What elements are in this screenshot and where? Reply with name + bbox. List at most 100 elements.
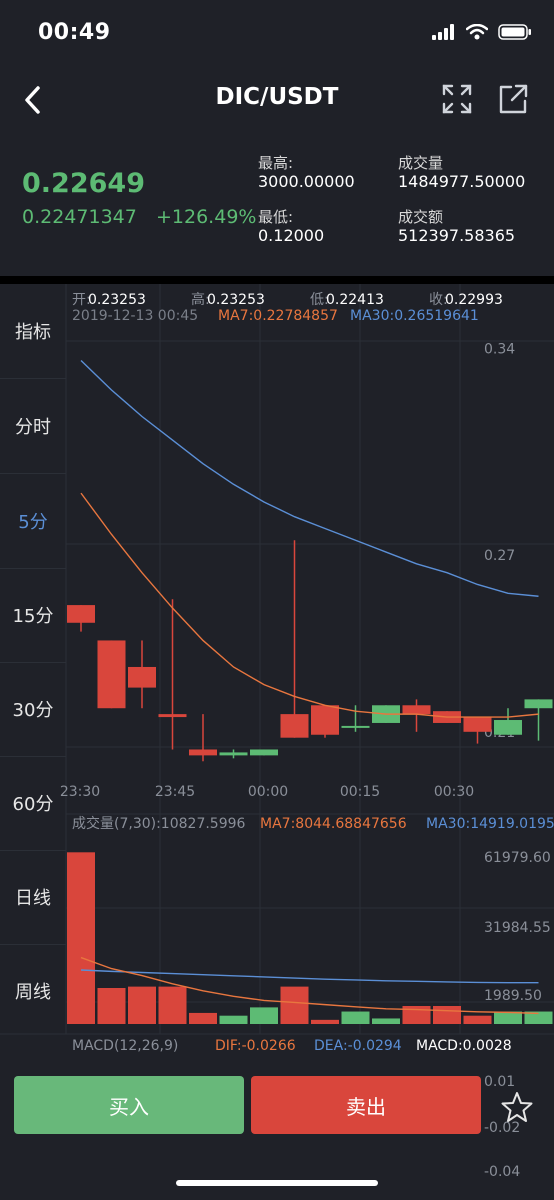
sidebar-item-15min[interactable]: 15分 — [0, 568, 66, 663]
vol-tick-1: 31984.55 — [484, 920, 551, 936]
sell-button[interactable]: 卖出 — [251, 1076, 481, 1134]
kline-chart[interactable]: 开:0.23253 高:0.23253 低:0.22413 收:0.229932019… — [0, 284, 554, 1060]
sidebar-item-30min[interactable]: 30分 — [0, 662, 66, 757]
time-tick-4: 00:30 — [434, 784, 474, 800]
time-tick-0: 23:30 — [60, 784, 100, 800]
candle-body-14 — [494, 720, 522, 735]
vol-ma30-label: MA30:14919.0195 — [426, 816, 554, 832]
action-bar: 0.01 -0.02 -0.04 买入 卖出 — [0, 1060, 554, 1200]
time-tick-2: 00:00 — [248, 784, 288, 800]
candle-body-3 — [158, 714, 187, 718]
vol-bar-1 — [97, 988, 126, 1024]
turnover-label: 成交额 — [398, 208, 444, 226]
buy-button[interactable]: 买入 — [14, 1076, 244, 1134]
volume-label: 成交量 — [398, 154, 444, 172]
expand-icon[interactable] — [440, 82, 474, 116]
signal-icon — [432, 24, 454, 40]
vol-bar-14 — [494, 1011, 522, 1024]
candle-body-4 — [189, 749, 217, 756]
price-tick-0: 0.34 — [484, 342, 515, 358]
price-converted: 0.22471347 — [22, 206, 137, 228]
vol-ma30-line — [80, 969, 539, 984]
candle-body-9 — [341, 725, 370, 728]
sidebar-item-5min[interactable]: 5分 — [0, 474, 66, 569]
vol-tick-2: 1989.50 — [484, 988, 542, 1004]
macd-tick-1: 0.01 — [484, 1074, 516, 1090]
vol-label: 成交量(7,30):10827.5996 — [72, 815, 246, 832]
period-sidebar: 指标 分时 5分 15分 30分 60分 日线 周线 — [0, 284, 66, 1034]
vol-bar-15 — [524, 1011, 553, 1024]
candle-body-15 — [524, 699, 553, 709]
nav-bar: DIC/USDT — [0, 70, 554, 130]
vol-bar-9 — [341, 1011, 370, 1024]
ma30-label: MA30:0.26519641 — [350, 308, 479, 324]
macd-tick-3: -0.04 — [484, 1164, 521, 1180]
ohlc-value-3: 0.22993 — [445, 292, 503, 308]
vol-bar-10 — [372, 1018, 400, 1024]
sidebar-item-daily[interactable]: 日线 — [0, 850, 66, 945]
ohlc-value-1: 0.23253 — [207, 292, 265, 308]
sidebar-item-indicator[interactable]: 指标 — [0, 284, 66, 379]
sidebar-item-60min[interactable]: 60分 — [0, 756, 66, 851]
ohlc-value-2: 0.22413 — [326, 292, 384, 308]
ohlc-value-0: 0.23253 — [88, 292, 146, 308]
macd-dea: DEA:-0.0294 — [314, 1038, 402, 1054]
low-label: 最低: — [258, 208, 294, 226]
ohlc-label-2: 低: — [310, 292, 329, 308]
wifi-icon — [466, 24, 488, 40]
candle-body-8 — [311, 705, 339, 735]
time-tick-3: 00:15 — [340, 784, 380, 800]
volume-value: 1484977.50000 — [398, 172, 526, 191]
status-time: 00:49 — [38, 20, 111, 45]
status-icons — [432, 24, 532, 40]
candle-body-13 — [463, 717, 492, 732]
macd-label: MACD(12,26,9) — [72, 1038, 179, 1054]
candle-body-2 — [128, 666, 156, 688]
turnover-value: 512397.58365 — [398, 226, 516, 245]
macd-value: MACD:0.0028 — [416, 1038, 512, 1054]
vol-bar-0 — [67, 852, 95, 1024]
price-tick-1: 0.27 — [484, 548, 515, 564]
high-value: 3000.00000 — [258, 172, 355, 191]
page-title: DIC/USDT — [215, 84, 339, 110]
vol-bar-2 — [128, 986, 156, 1024]
chevron-left-icon[interactable] — [18, 80, 50, 120]
ma7-line — [80, 492, 539, 718]
vol-bar-12 — [433, 1006, 461, 1024]
low-value: 0.12000 — [258, 226, 325, 245]
vol-ma7-label: MA7:8044.68847656 — [260, 816, 407, 832]
section-divider — [0, 276, 554, 284]
battery-icon — [498, 24, 531, 40]
candle-body-6 — [250, 749, 278, 756]
high-label: 最高: — [258, 154, 294, 172]
status-bar: 00:49 — [0, 0, 554, 70]
chart-datetime: 2019-12-13 00:45 — [72, 308, 198, 324]
candle-body-5 — [219, 752, 248, 756]
ma7-label: MA7:0.22784857 — [218, 308, 338, 324]
ma30-line — [80, 360, 539, 597]
time-tick-1: 23:45 — [155, 784, 195, 800]
star-icon[interactable] — [500, 1090, 534, 1124]
ohlc-label-1: 高: — [191, 291, 210, 308]
candle-body-11 — [402, 705, 431, 715]
candle-body-0 — [67, 605, 95, 623]
macd-tick-2: -0.02 — [484, 1120, 521, 1136]
sidebar-item-weekly[interactable]: 周线 — [15, 982, 51, 1003]
home-indicator — [176, 1180, 378, 1186]
candle-body-1 — [97, 640, 126, 709]
change-percent: +126.49% — [156, 206, 257, 228]
vol-bar-4 — [189, 1012, 217, 1024]
ohlc-label-0: 开: — [72, 292, 91, 308]
vol-ma7-line — [80, 956, 539, 1015]
last-price: 0.22649 — [22, 168, 145, 199]
vol-bar-3 — [158, 986, 187, 1024]
vol-bar-5 — [219, 1015, 248, 1024]
macd-dif: DIF:-0.0266 — [215, 1038, 296, 1054]
vol-bar-13 — [463, 1015, 492, 1024]
ohlc-label-3: 收: — [429, 292, 448, 308]
vol-bar-6 — [250, 1007, 278, 1024]
share-icon[interactable] — [496, 82, 530, 116]
sidebar-item-timeshare[interactable]: 分时 — [0, 379, 66, 474]
vol-bar-8 — [311, 1019, 339, 1024]
candle-body-7 — [280, 714, 309, 738]
